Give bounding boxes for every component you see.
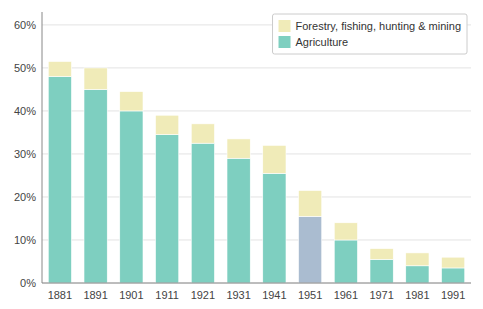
chart: 0% 10% 20% 30% 40% 50% 60% 1881 1891 1901 1911 1921… [0, 0, 483, 309]
x-tick-label: 1961 [334, 289, 358, 301]
legend-label: Forestry, fishing, hunting & mining [296, 20, 461, 32]
x-tick-label: 1971 [369, 289, 393, 301]
bar-segment [191, 124, 214, 143]
bar-segment [156, 135, 179, 283]
x-tick-label: 1881 [48, 289, 72, 301]
y-tick-label: 20% [14, 191, 36, 203]
bar-segment [406, 253, 429, 266]
x-tick-label: 1951 [298, 289, 322, 301]
bar-segment [442, 268, 465, 283]
y-tick-label: 40% [14, 105, 36, 117]
y-tick-label: 10% [14, 234, 36, 246]
x-tick-label: 1941 [262, 289, 286, 301]
grid-line [42, 283, 471, 284]
bar-segment [263, 145, 286, 173]
y-tick-label: 0% [20, 277, 36, 289]
bar-segment [84, 68, 107, 90]
x-tick-label: 1931 [226, 289, 250, 301]
x-tick-label: 1991 [441, 289, 465, 301]
bar-segment [334, 240, 357, 283]
legend-box [273, 14, 467, 54]
bar-segment [299, 191, 322, 217]
x-tick-label: 1911 [155, 289, 179, 301]
bar-segment [84, 89, 107, 283]
bar-segment [156, 115, 179, 134]
x-tick-label: 1981 [405, 289, 429, 301]
y-tick-label: 30% [14, 148, 36, 160]
bar-segment [120, 92, 143, 111]
x-tick-label: 1891 [83, 289, 107, 301]
bar-segment [406, 266, 429, 283]
bar-segment [120, 111, 143, 283]
bar-segment [370, 259, 393, 283]
grid [42, 25, 471, 283]
bar-segment [227, 139, 250, 158]
bar-segment [299, 216, 322, 283]
bar-segment [370, 249, 393, 260]
x-axis-line [42, 283, 471, 284]
legend-label: Agriculture [296, 36, 349, 48]
bar-segment [263, 173, 286, 283]
legend-swatch [279, 20, 291, 32]
bar-segment [442, 257, 465, 268]
x-tick-label: 1901 [119, 289, 143, 301]
bars [48, 61, 464, 283]
bar-segment [227, 158, 250, 283]
legend: Forestry, fishing, hunting & mining Agric… [273, 14, 467, 54]
y-tick-label: 50% [14, 62, 36, 74]
y-axis-line [42, 12, 43, 283]
bar-segment [191, 143, 214, 283]
bar-segment [48, 61, 71, 76]
bar-segment [48, 77, 71, 283]
x-tick-label: 1921 [191, 289, 215, 301]
y-tick-label: 60% [14, 19, 36, 31]
legend-swatch [279, 36, 291, 48]
bar-segment [334, 223, 357, 240]
